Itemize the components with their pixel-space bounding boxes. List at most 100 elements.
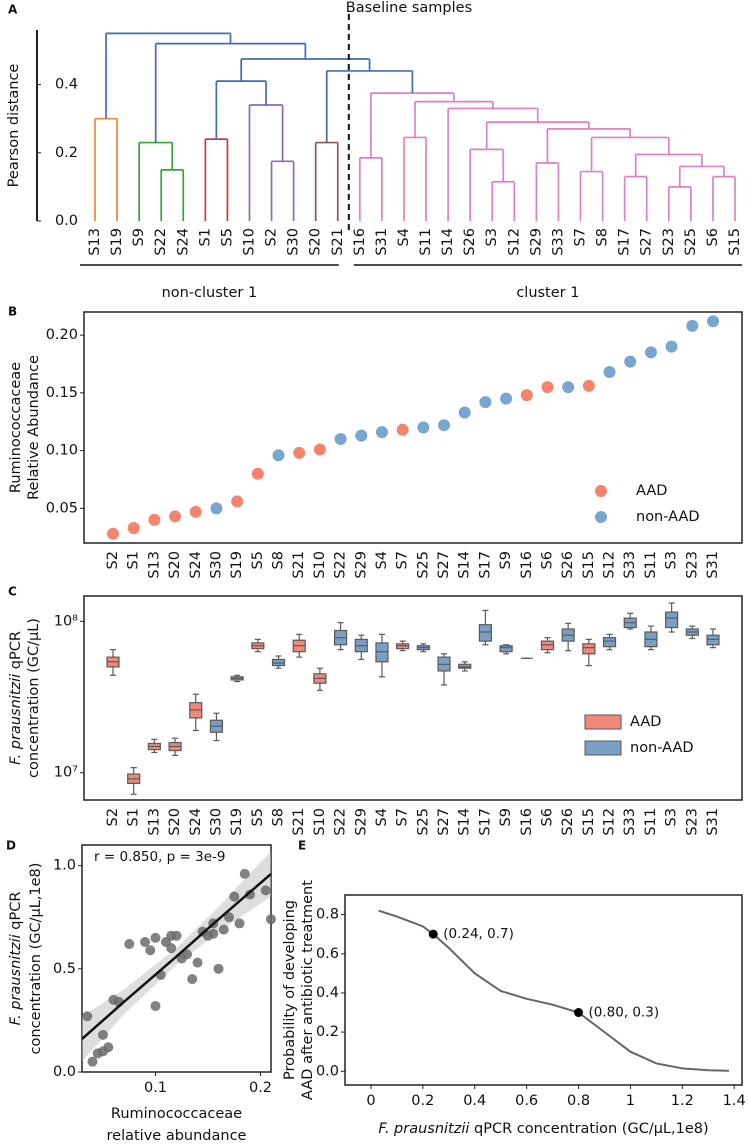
title: Baseline samples — [346, 0, 472, 16]
x-tick-label: S19 — [229, 808, 245, 836]
point — [644, 346, 657, 359]
axis-label-part: F. prausnitzii — [8, 934, 24, 1025]
point — [231, 495, 244, 508]
dendrogram-link — [414, 100, 494, 138]
dendrogram-link — [546, 128, 632, 164]
point — [582, 379, 595, 392]
point — [182, 949, 192, 960]
y-tick-label: 0.6 — [316, 946, 339, 962]
point — [171, 930, 182, 941]
leaf-label: S15 — [727, 228, 743, 256]
leaf-label: S14 — [440, 228, 456, 256]
x-tick-label: S20 — [167, 808, 183, 836]
panel-letter: D — [6, 839, 16, 853]
x-tick-label: S11 — [643, 551, 659, 579]
x-tick-label: S12 — [602, 808, 618, 836]
y-tick-label: 10⁷ — [54, 765, 78, 781]
point — [603, 366, 616, 379]
x-tick-label: S3 — [664, 808, 680, 826]
box — [478, 624, 493, 642]
box — [602, 637, 617, 648]
axis-label-part: qPCR — [8, 631, 24, 674]
dendrogram-link — [491, 180, 516, 221]
point — [541, 381, 554, 394]
x-tick-label: S33 — [622, 808, 638, 836]
dendrogram-link — [712, 175, 736, 221]
dendrogram-link — [678, 165, 725, 187]
x-tick-label: S22 — [333, 808, 349, 836]
point — [396, 423, 409, 436]
axis-label: Pearson distance — [6, 64, 22, 188]
dendrogram-link — [160, 168, 185, 221]
x-tick-label: S23 — [684, 551, 700, 579]
leaf-label: S10 — [241, 228, 257, 256]
point — [458, 406, 471, 419]
point — [192, 957, 203, 968]
leaf-label: S22 — [153, 228, 169, 256]
x-tick-label: S10 — [312, 551, 328, 579]
dendrogram-link — [667, 186, 692, 221]
box — [582, 643, 596, 655]
point — [245, 889, 255, 900]
x-tick-label: 0.2 — [249, 1080, 272, 1096]
leaf-label: S11 — [418, 228, 434, 256]
leaf-label: S20 — [308, 228, 324, 256]
point — [224, 912, 234, 923]
x-tick-label: S1 — [126, 808, 142, 826]
legend-marker — [584, 714, 622, 730]
point — [213, 963, 224, 974]
x-tick-label: S24 — [188, 551, 204, 579]
y-tick-label: 0.05 — [46, 500, 78, 516]
x-tick-label: S2 — [105, 551, 121, 569]
point — [686, 319, 699, 332]
point — [520, 389, 533, 402]
leaf-label: S24 — [175, 228, 191, 256]
x-tick-label: S20 — [167, 551, 183, 579]
point — [251, 467, 264, 480]
leaf-label: S21 — [330, 228, 346, 256]
point — [479, 396, 492, 409]
x-tick-label: S12 — [602, 551, 618, 579]
dendrogram-link — [579, 170, 604, 221]
point-label: (0.80, 0.3) — [589, 1005, 660, 1021]
x-tick-label: S17 — [477, 808, 493, 836]
y-tick-label: 0.15 — [46, 385, 78, 401]
point — [210, 502, 223, 515]
legend-label: non-AAD — [630, 740, 694, 756]
point — [187, 974, 198, 985]
x-tick-label: S15 — [581, 551, 597, 579]
group-label: cluster 1 — [516, 285, 579, 301]
x-tick-label: S23 — [684, 808, 700, 836]
x-tick-label: S7 — [395, 551, 411, 569]
point — [624, 355, 637, 368]
x-tick-label: S14 — [457, 551, 473, 579]
point — [500, 392, 513, 405]
axis-label-part: qPCR — [8, 892, 24, 935]
point — [355, 429, 368, 442]
dendrogram-link — [634, 153, 703, 177]
y-tick-label: 0.2 — [316, 1024, 339, 1040]
y-tick-label: 0.2 — [55, 145, 78, 161]
dendrogram-link — [485, 121, 590, 150]
leaf-label: S30 — [286, 228, 302, 256]
point — [127, 521, 140, 534]
leaf-label: S19 — [109, 228, 125, 256]
point — [189, 505, 202, 518]
panel-letter: C — [8, 585, 17, 599]
x-tick-label: S27 — [436, 551, 452, 579]
leaf-label: S25 — [683, 228, 699, 256]
leaf-label: S33 — [550, 228, 566, 256]
x-tick-label: S15 — [581, 808, 597, 836]
point — [375, 426, 388, 439]
y-tick-label: 1.0 — [53, 858, 76, 874]
point — [313, 443, 326, 456]
point — [272, 449, 285, 462]
dendrogram-link — [358, 157, 383, 221]
panel-letter: A — [8, 3, 18, 17]
legend-marker — [595, 511, 607, 523]
axis-label: Relative Abundance — [26, 355, 42, 500]
point — [148, 513, 161, 526]
axis-label: Ruminococcaceae — [8, 362, 24, 493]
x-tick-label: 1 — [626, 1093, 635, 1109]
